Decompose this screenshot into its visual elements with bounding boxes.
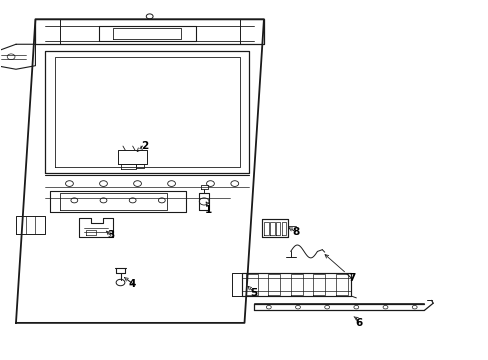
Text: 2: 2 <box>141 141 148 151</box>
Text: 1: 1 <box>204 205 211 215</box>
Text: 5: 5 <box>250 288 257 297</box>
Text: 8: 8 <box>291 227 299 237</box>
Text: 6: 6 <box>354 318 362 328</box>
Text: 7: 7 <box>347 273 354 283</box>
Text: 4: 4 <box>129 279 136 289</box>
Text: 3: 3 <box>107 230 114 240</box>
